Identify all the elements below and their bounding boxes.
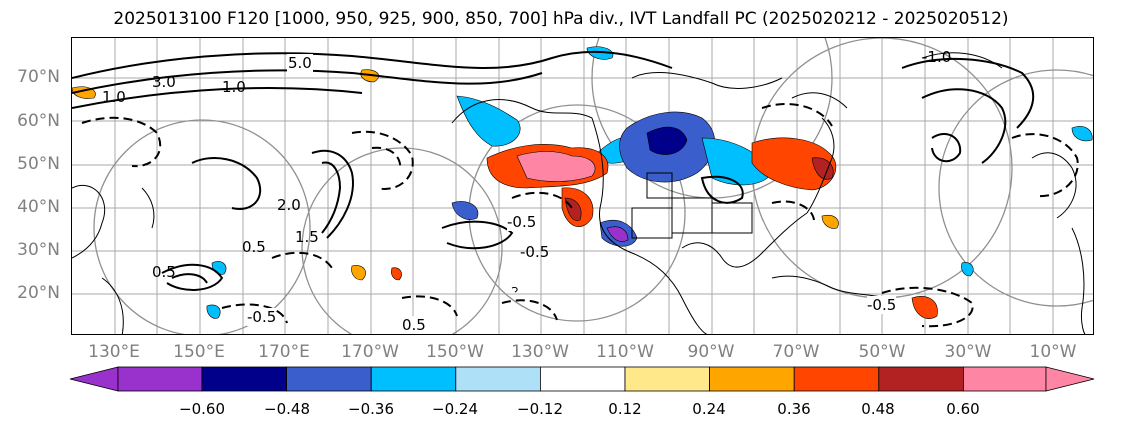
map-canvas — [72, 38, 1093, 334]
colorbar-bin — [540, 366, 626, 392]
colorbar-bin — [624, 366, 710, 392]
contours-negative — [81, 103, 1079, 328]
colorbar-bin — [201, 366, 287, 392]
graticule — [72, 38, 1093, 334]
contour-label: -0.5 — [867, 296, 897, 314]
lon-label-130e: 130°E — [88, 342, 140, 362]
lat-label-70n: 70°N — [17, 67, 60, 87]
map-panel: 5.0 1.0 -0.5 0.5 1.5 2.0 -1.0 3.0 0.5 -0… — [71, 37, 1094, 335]
lon-label-110w: 110°W — [596, 342, 654, 362]
shaded-field — [72, 46, 1093, 319]
contour-label: -0.5 — [520, 243, 550, 261]
lon-label-30w: 30°W — [944, 342, 992, 362]
colorbar-tick-label: −0.60 — [179, 400, 225, 418]
colorbar — [69, 366, 1095, 392]
lon-label-50w: 50°W — [858, 342, 906, 362]
contour-label: -1.0 — [922, 48, 952, 66]
lon-label-10w: 10°W — [1029, 342, 1077, 362]
contour-label: 1.0 — [222, 78, 246, 96]
colorbar-tick-label: 0.12 — [608, 400, 642, 418]
contours-positive — [72, 50, 1035, 291]
lat-label-30n: 30°N — [17, 240, 60, 260]
contour-label: 0.5 — [402, 316, 426, 334]
lon-label-170w: 170°W — [341, 342, 399, 362]
lon-label-70w: 70°W — [772, 342, 820, 362]
colorbar-tick-label: 0.36 — [777, 400, 811, 418]
contour-label: 0.5 — [152, 263, 176, 281]
colorbar-tick-label: −0.12 — [517, 400, 563, 418]
colorbar-tick-label: −0.36 — [348, 400, 394, 418]
colorbar-extend-min — [69, 366, 119, 392]
contour-label: 3.0 — [152, 73, 176, 91]
lat-label-20n: 20°N — [17, 283, 60, 303]
lon-label-130w: 130°W — [511, 342, 569, 362]
colorbar-bin — [370, 366, 457, 392]
lon-label-170e: 170°E — [258, 342, 310, 362]
contour-label: 0.5 — [242, 238, 266, 256]
colorbar-bin — [793, 366, 880, 392]
colorbar-bin — [286, 366, 372, 392]
colorbar-bin — [455, 366, 541, 392]
colorbar-tick-label: −0.48 — [264, 400, 310, 418]
colorbar-tick-label: −0.24 — [432, 400, 478, 418]
lat-label-40n: 40°N — [17, 197, 60, 217]
colorbar-tick-label: 0.48 — [861, 400, 895, 418]
lat-label-60n: 60°N — [17, 111, 60, 131]
lon-label-150e: 150°E — [173, 342, 225, 362]
colorbar-tick-label: 0.60 — [946, 400, 980, 418]
contour-label: 1.0 — [102, 88, 126, 106]
map-title: 2025013100 F120 [1000, 950, 925, 900, 85… — [113, 9, 1009, 29]
coastlines — [72, 52, 1086, 334]
colorbar-tick-label: 0.24 — [692, 400, 726, 418]
contour-label: -0.5 — [247, 308, 277, 326]
lat-label-50n: 50°N — [17, 154, 60, 174]
contour-label: 2.0 — [277, 196, 301, 214]
colorbar-bin — [709, 366, 795, 392]
colorbar-bin — [963, 366, 1047, 392]
contour-label: 1.5 — [295, 228, 319, 246]
contour-label: 5.0 — [287, 54, 313, 72]
lon-label-150w: 150°W — [426, 342, 484, 362]
colorbar-bin — [117, 366, 203, 392]
lon-label-90w: 90°W — [687, 342, 735, 362]
colorbar-extend-max — [1045, 366, 1095, 392]
contour-label: -0.5 — [507, 213, 537, 231]
colorbar-bin — [878, 366, 964, 392]
